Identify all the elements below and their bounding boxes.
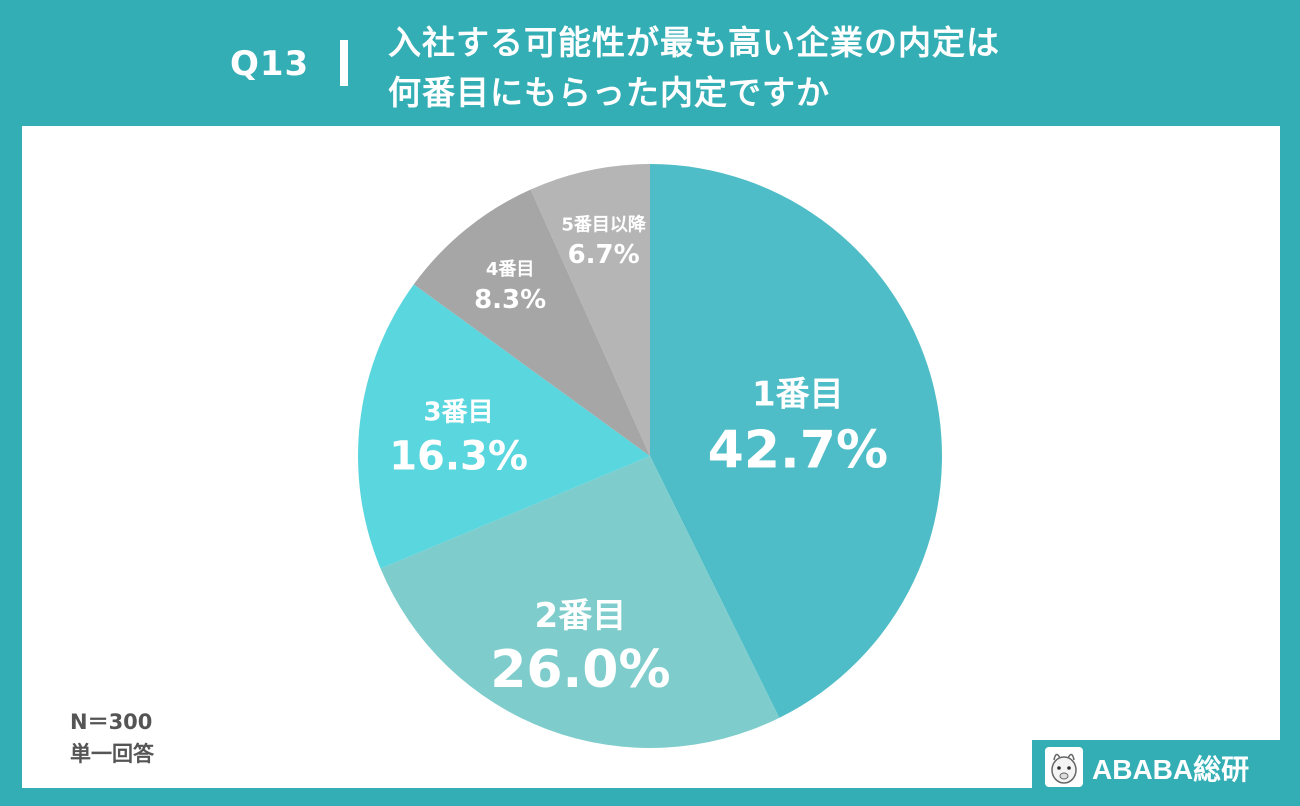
slice-category-label-3: 3番目 [424,398,494,428]
header: Q13 入社する可能性が最も高い企業の内定は 何番目にもらった内定ですか [0,0,1300,126]
brand-logo: ABABA総研 [1032,740,1280,794]
chart-panel: 1番目 42.7% 2番目 26.0% 3番目 16.3% 4番目 8.3% 5番目以降 6.7%… [22,126,1280,788]
question-title: 入社する可能性が最も高い企業の内定は 何番目にもらった内定ですか [388,18,1000,118]
alpaca-icon [1045,747,1083,787]
sample-size-note: N＝300 [70,710,153,734]
pie-slice-3 [358,284,650,569]
slice-value-label-3: 16.3% [389,434,528,480]
slice-value-label-2: 26.0% [490,640,670,700]
slice-category-label-1: 1番目 [752,374,844,414]
slice-category-label-2: 2番目 [535,596,627,636]
pie-slice-4 [413,189,650,456]
pie-slice-2 [380,456,780,748]
pie-slice-5 [530,164,650,456]
slice-value-label-5: 6.7% [568,240,640,270]
slice-category-label-5: 5番目以降 [561,213,647,235]
slice-value-label-1: 42.7% [708,421,888,481]
pie-slice-1 [650,164,943,718]
slice-category-label-4: 4番目 [486,259,535,280]
brand-name: ABABA総研 [1092,754,1250,785]
answer-type-note: 単一回答 [70,742,154,766]
question-title-line1: 入社する可能性が最も高い企業の内定は [388,23,1000,62]
question-number: Q13 [230,44,310,84]
slice-value-label-4: 8.3% [474,285,546,315]
question-title-line2: 何番目にもらった内定ですか [388,73,830,112]
title-divider [340,40,348,86]
